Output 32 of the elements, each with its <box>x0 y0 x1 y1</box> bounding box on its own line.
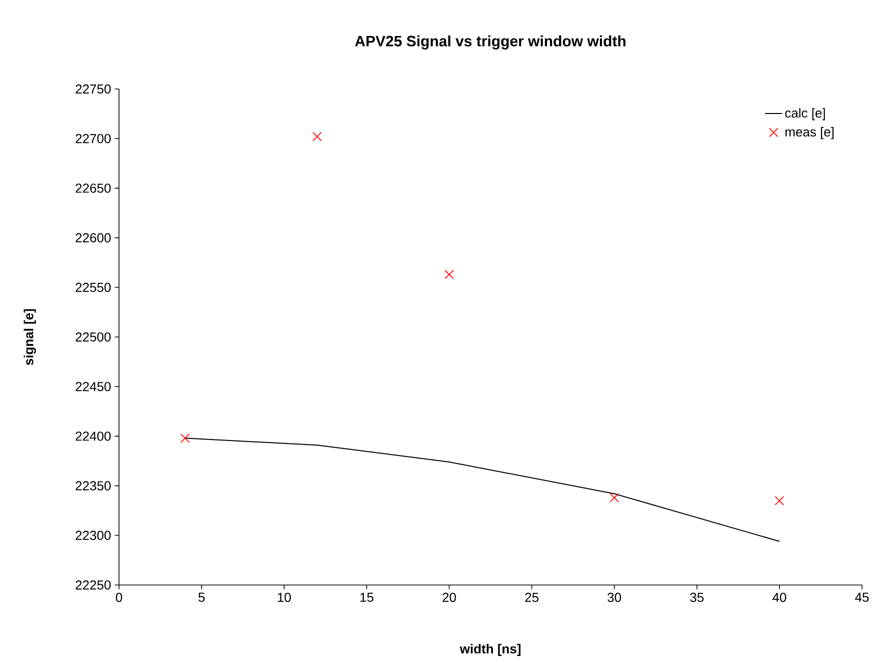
x-axis-title: width [ns] <box>460 644 520 656</box>
y-tick-label: 22600 <box>76 233 111 242</box>
y-tick-label: 22300 <box>76 530 111 540</box>
x-tick-label: 40 <box>772 592 786 602</box>
point <box>774 496 784 506</box>
x-tick-label: 30 <box>608 592 622 602</box>
y-axis-title: signal [e] <box>24 309 36 366</box>
y-tick-label: 22500 <box>76 332 111 342</box>
y-tick-label: 22350 <box>76 481 111 490</box>
y-tick-label: 22650 <box>76 184 111 193</box>
x-tick-label: 35 <box>690 592 704 602</box>
x-tick-label: 20 <box>442 592 456 602</box>
point <box>312 132 322 142</box>
chart-title: APV25 Signal vs trigger window width <box>355 35 626 50</box>
x-tick-label: 25 <box>525 592 538 602</box>
legend-label: meas [e] <box>786 126 834 140</box>
line-series <box>184 438 780 542</box>
y-tick-label: 22700 <box>76 134 111 144</box>
point <box>180 433 190 443</box>
point <box>610 493 620 502</box>
y-tick-label: 22400 <box>76 432 111 441</box>
y-tick-label: 22450 <box>76 382 111 392</box>
y-tick-label: 22750 <box>76 84 111 94</box>
x-tick-label: 45 <box>855 592 869 602</box>
x-tick-label: 10 <box>278 592 291 602</box>
x-tick-label: 5 <box>198 592 205 602</box>
point <box>444 270 454 280</box>
x-tick-label: 0 <box>116 592 122 602</box>
y-tick-label: 22250 <box>76 580 111 590</box>
x-tick-label: 15 <box>360 592 374 602</box>
y-tick-label: 22550 <box>76 282 111 292</box>
legend-label: calc [e] <box>785 108 825 120</box>
